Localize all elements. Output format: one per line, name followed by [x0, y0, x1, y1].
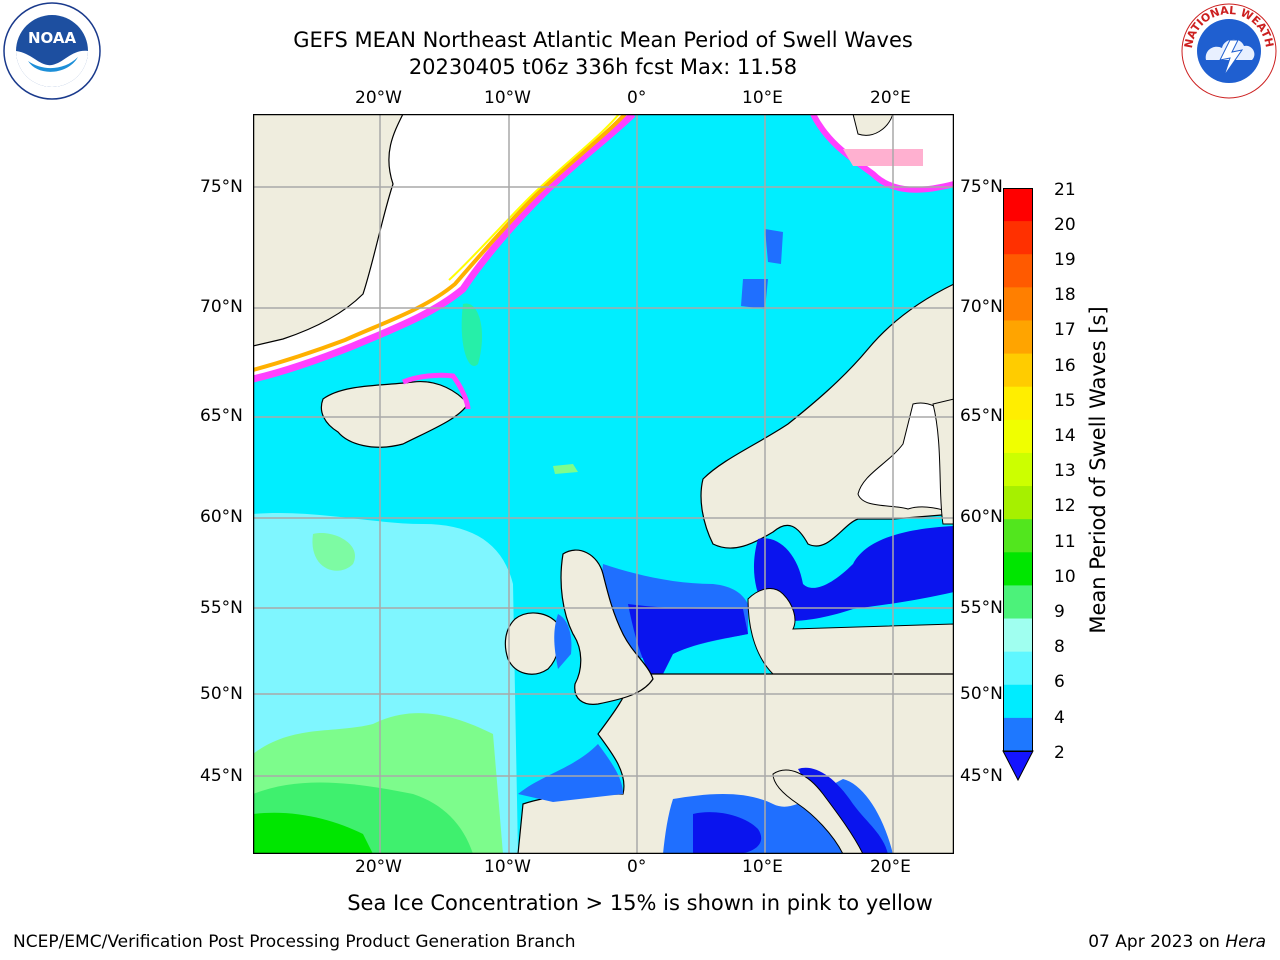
lat-label-left: 65°N — [200, 406, 243, 426]
colorbar-frame — [1003, 188, 1033, 752]
map-plot — [253, 114, 954, 854]
lat-label-right: 45°N — [960, 766, 1003, 786]
lat-label-right: 70°N — [960, 297, 1003, 317]
colorbar-extend-arrow — [1002, 750, 1034, 782]
map-subtitle: 20230405 t06z 336h fcst Max: 11.58 — [408, 55, 798, 79]
colorbar-segment — [1003, 254, 1033, 288]
colorbar-tick: 15 — [1054, 391, 1076, 411]
lat-label-right: 50°N — [960, 684, 1003, 704]
colorbar-tick: 18 — [1054, 285, 1076, 305]
colorbar-tick: 2 — [1054, 743, 1065, 763]
colorbar-segment — [1003, 618, 1033, 653]
lon-label-top: 10°W — [484, 88, 531, 108]
colorbar-segment — [1003, 519, 1033, 553]
colorbar-segment — [1003, 386, 1033, 421]
lon-label-bottom: 0° — [627, 857, 647, 877]
map-title: GEFS MEAN Northeast Atlantic Mean Period… — [293, 28, 913, 52]
colorbar-tick: 6 — [1054, 672, 1065, 692]
nws-logo: NATIONAL WEATHER SERVICE — [1180, 2, 1277, 99]
footer-host: Hera — [1225, 932, 1266, 952]
colorbar-tick: 14 — [1054, 426, 1076, 446]
colorbar-tick: 20 — [1054, 215, 1076, 235]
noaa-logo-text: NOAA — [28, 29, 77, 47]
colorbar-segment — [1003, 486, 1033, 520]
lat-label-left: 45°N — [200, 766, 243, 786]
colorbar-segment — [1003, 320, 1033, 355]
colorbar-segment — [1003, 353, 1033, 388]
colorbar-tick: 16 — [1054, 356, 1076, 376]
lat-label-right: 65°N — [960, 406, 1003, 426]
ice-caption: Sea Ice Concentration > 15% is shown in … — [347, 891, 933, 915]
colorbar-segment — [1003, 287, 1033, 321]
colorbar-segment — [1003, 452, 1033, 487]
lon-label-top: 20°W — [355, 88, 402, 108]
colorbar-segment — [1003, 419, 1033, 454]
colorbar-tick: 4 — [1054, 708, 1065, 728]
swell-zone-11-12 — [253, 812, 373, 854]
lat-label-left: 55°N — [200, 598, 243, 618]
lon-label-top: 0° — [627, 88, 647, 108]
colorbar-tick: 17 — [1054, 320, 1076, 340]
colorbar-tick: 10 — [1054, 567, 1076, 587]
colorbar-segment — [1003, 684, 1033, 719]
lon-label-bottom: 20°E — [870, 857, 911, 877]
lon-label-bottom: 10°W — [484, 857, 531, 877]
map-frame — [253, 114, 954, 854]
lat-label-left: 75°N — [200, 177, 243, 197]
great-britain-land — [560, 549, 654, 705]
sea-ice-edge-orange — [253, 114, 627, 372]
colorbar-segment — [1003, 717, 1033, 752]
footer-date-text: 07 Apr 2023 on — [1088, 932, 1226, 952]
colorbar-tick: 12 — [1054, 496, 1076, 516]
noaa-logo: NOAA — [3, 2, 101, 100]
colorbar — [1002, 188, 1034, 782]
lat-label-left: 70°N — [200, 297, 243, 317]
lon-label-bottom: 20°W — [355, 857, 402, 877]
footer-date: 07 Apr 2023 on Hera — [1088, 932, 1266, 952]
colorbar-segment — [1003, 651, 1033, 686]
colorbar-tick: 8 — [1054, 637, 1065, 657]
lat-label-right: 75°N — [960, 177, 1003, 197]
colorbar-tick: 21 — [1054, 180, 1076, 200]
colorbar-tick: 13 — [1054, 461, 1076, 481]
baltic-sea-swell — [753, 526, 954, 621]
sea-ice-edge-pink — [253, 114, 636, 383]
lon-label-top: 20°E — [870, 88, 911, 108]
iceland-land — [320, 380, 469, 448]
colorbar-segment — [1003, 188, 1033, 222]
lon-label-bottom: 10°E — [742, 857, 783, 877]
footer-credit: NCEP/EMC/Verification Post Processing Pr… — [13, 932, 576, 952]
colorbar-tick: 9 — [1054, 602, 1065, 622]
colorbar-segment — [1003, 221, 1033, 255]
lat-label-left: 60°N — [200, 507, 243, 527]
colorbar-tick: 19 — [1054, 250, 1076, 270]
ireland-land — [504, 612, 561, 675]
greenland-land — [253, 114, 404, 347]
map-graticule — [253, 114, 954, 854]
lat-label-right: 60°N — [960, 507, 1003, 527]
colorbar-segment — [1003, 585, 1033, 620]
lon-label-top: 10°E — [742, 88, 783, 108]
lat-label-right: 55°N — [960, 598, 1003, 618]
colorbar-label: Mean Period of Swell Waves [s] — [1086, 306, 1110, 634]
lat-label-left: 50°N — [200, 684, 243, 704]
colorbar-segment — [1003, 552, 1033, 586]
colorbar-tick: 11 — [1054, 532, 1076, 552]
